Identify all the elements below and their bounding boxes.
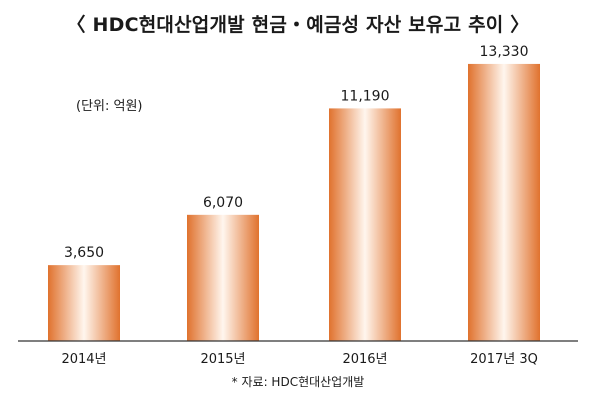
bar-2016년	[329, 108, 401, 341]
value-label: 3,650	[64, 245, 104, 261]
x-tick-label: 2015년	[200, 352, 245, 367]
value-label: 13,330	[480, 44, 529, 60]
x-tick-label: 2017년 3Q	[470, 352, 538, 367]
chart-title: 〈 HDC현대산업개발 현금・예금성 자산 보유고 추이 〉	[66, 14, 530, 36]
x-tick-label: 2014년	[61, 352, 106, 367]
bar-2014년	[48, 265, 120, 341]
unit-label: (단위: 억원)	[76, 99, 143, 114]
source-note: * 자료: HDC현대산업개발	[231, 375, 365, 389]
value-label: 6,070	[203, 195, 243, 211]
bar-2015년	[187, 214, 259, 341]
x-tick-label: 2016년	[342, 352, 387, 367]
bar-2017년 3Q	[468, 63, 540, 342]
value-label: 11,190	[341, 88, 390, 104]
